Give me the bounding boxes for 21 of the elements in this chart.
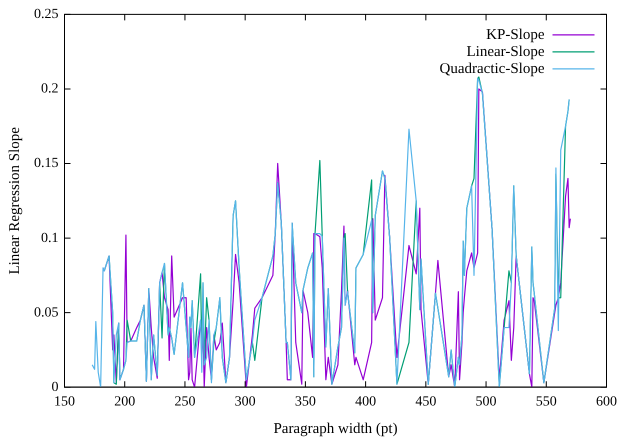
x-tick-label: 200 (114, 394, 136, 410)
x-tick-label: 550 (536, 394, 557, 410)
y-tick-label: 0 (52, 380, 58, 395)
y-tick-label: 0.05 (34, 305, 58, 320)
x-tick-label: 300 (234, 394, 256, 410)
y-axis-title: Linear Regression Slope (6, 126, 23, 275)
y-tick-label: 0.1 (41, 230, 58, 246)
x-tick-label: 500 (476, 394, 497, 410)
x-axis-title: Paragraph width (pt) (273, 420, 398, 437)
y-tick-label: 0.2 (41, 82, 58, 97)
legend-label: Quadractic-Slope (440, 60, 545, 77)
x-tick-label: 450 (415, 394, 436, 410)
x-tick-label: 250 (174, 394, 196, 410)
legend-label: KP-Slope (486, 26, 545, 43)
y-tick-label: 0.25 (34, 7, 58, 22)
x-tick-label: 350 (294, 394, 316, 410)
y-tick-label: 0.15 (34, 156, 58, 172)
legend-label: Linear-Slope (466, 44, 545, 60)
x-tick-label: 400 (355, 394, 376, 410)
x-tick-label: 150 (54, 394, 75, 410)
x-tick-label: 600 (596, 394, 617, 410)
